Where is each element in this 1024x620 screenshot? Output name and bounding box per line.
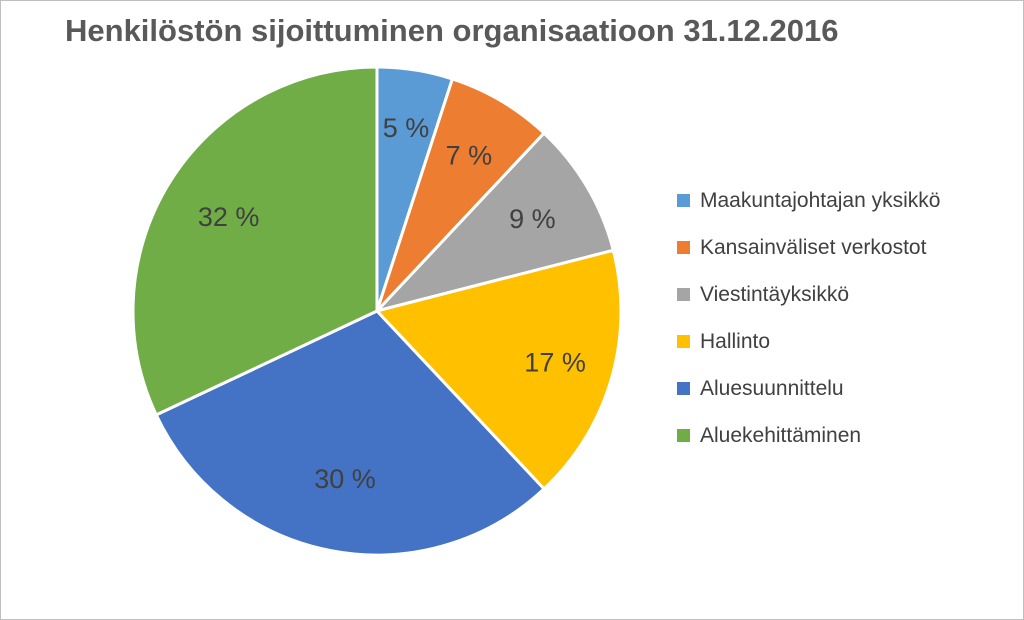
legend-label: Hallinto [700,329,771,353]
legend-item: Aluesuunnittelu [677,365,940,412]
legend-swatch [677,241,690,254]
legend-item: Hallinto [677,318,940,365]
pie-slice-3 [375,131,615,313]
legend-swatch [677,335,690,348]
legend-item: Viestintäyksikkö [677,271,940,318]
legend-item: Aluekehittäminen [677,412,940,459]
pie-slice-4 [375,248,623,491]
slice-value-label: 30 % [314,464,376,494]
legend: Maakuntajohtajan yksikkö Kansainväliset v… [677,177,940,459]
slice-value-label: 9 % [509,204,556,234]
legend-swatch [677,194,690,207]
slice-value-label: 7 % [446,141,493,171]
legend-label: Viestintäyksikkö [700,282,850,306]
legend-item: Maakuntajohtajan yksikkö [677,177,940,224]
legend-item: Kansainväliset verkostot [677,224,940,271]
slice-value-label: 17 % [524,348,586,378]
pie-slice-5 [154,309,546,557]
legend-label: Maakuntajohtajan yksikkö [700,188,941,212]
pie-slice-6 [131,65,379,417]
slice-value-label: 32 % [198,202,260,232]
legend-label: Kansainväliset verkostot [700,235,927,259]
slice-value-label: 5 % [383,113,430,143]
chart-title: Henkilöstön sijoittuminen organisaatioon… [65,13,839,48]
pie-slice-2 [375,77,546,313]
legend-swatch [677,382,690,395]
legend-swatch [677,288,690,301]
legend-label: Aluesuunnittelu [700,376,844,400]
legend-label: Aluekehittäminen [700,423,862,447]
legend-swatch [677,429,690,442]
